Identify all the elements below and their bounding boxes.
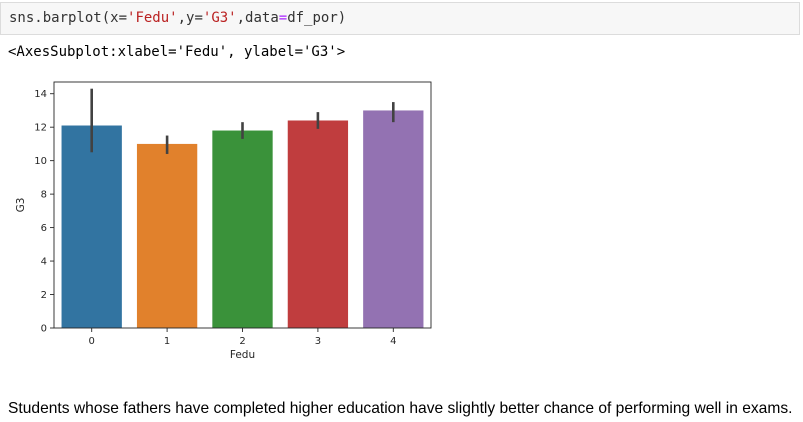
bar bbox=[61, 125, 122, 328]
y-tick-label: 2 bbox=[41, 290, 47, 301]
x-tick-label: 3 bbox=[315, 336, 321, 347]
x-tick-label: 2 bbox=[239, 336, 245, 347]
y-axis-label: G3 bbox=[15, 198, 27, 213]
code-token: = bbox=[278, 10, 288, 26]
x-tick-label: 0 bbox=[89, 336, 95, 347]
y-tick-label: 8 bbox=[41, 190, 47, 201]
x-tick-label: 4 bbox=[390, 336, 396, 347]
cell-output-repr: <AxesSubplot:xlabel='Fedu', ylabel='G3'> bbox=[8, 44, 346, 60]
code-token: 'Fedu' bbox=[127, 10, 178, 26]
code-token: ,y= bbox=[177, 10, 203, 26]
code-cell-input[interactable]: sns.barplot(x='Fedu',y='G3',data=df_por) bbox=[0, 2, 800, 35]
y-tick-label: 6 bbox=[41, 223, 47, 234]
code-token: sns.barplot(x= bbox=[9, 10, 128, 26]
y-tick-label: 14 bbox=[34, 89, 47, 100]
bar bbox=[136, 143, 198, 328]
y-tick-label: 4 bbox=[41, 257, 47, 268]
code-token: 'G3' bbox=[202, 10, 237, 26]
x-tick-label: 1 bbox=[164, 336, 170, 347]
bar bbox=[212, 130, 273, 328]
y-tick-label: 0 bbox=[41, 324, 47, 335]
x-axis-label: Fedu bbox=[230, 349, 255, 361]
bar bbox=[363, 110, 424, 328]
code-token: ,data bbox=[236, 10, 279, 26]
y-tick-label: 12 bbox=[34, 123, 47, 134]
markdown-caption: Students whose fathers have completed hi… bbox=[8, 400, 793, 417]
code-token: df_por) bbox=[287, 10, 347, 26]
bar bbox=[287, 120, 349, 328]
y-tick-label: 10 bbox=[34, 156, 47, 167]
